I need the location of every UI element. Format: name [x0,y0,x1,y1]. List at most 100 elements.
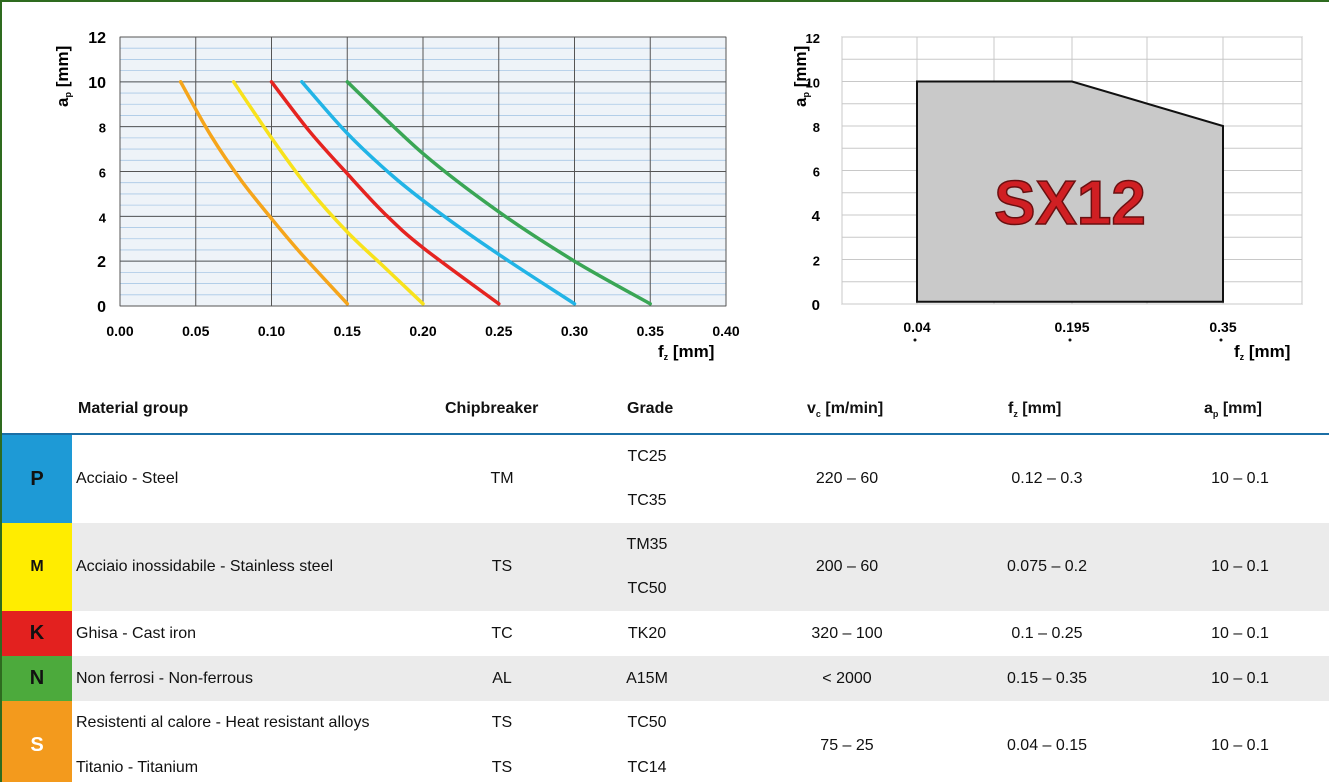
tick-dot [913,338,917,342]
x-tick-label: 0.35 [1209,319,1236,335]
y-tick-label: 6 [99,166,106,181]
y-tick-label: 12 [88,30,106,47]
table-row: S Resistenti al calore - Heat resistant a… [2,701,1329,782]
y-tick-label: 10 [806,76,820,91]
x-tick-label: 0.20 [409,323,436,339]
fz-value: 0.12 – 0.3 [1011,470,1083,487]
y-axis-label: ap [mm] [791,46,811,107]
y-tick-label: 12 [806,31,820,46]
chipbreaker-code: TS [491,758,513,776]
series-line [178,80,350,306]
y-tick-label: 8 [99,121,106,136]
material-name: Acciaio inossidabile - Stainless steel [76,558,334,575]
y-tick-label: 6 [813,165,820,180]
x-tick-label: 0.35 [637,323,664,339]
material-name: Titanio - Titanium [76,758,199,776]
x-tick-label: 0.15 [334,323,361,339]
y-tick-label: 10 [88,75,106,92]
series-line [269,80,501,306]
y-tick-label: 0 [97,299,106,316]
y-tick-label: 8 [813,120,820,135]
ap-value: 10 – 0.1 [1211,736,1269,754]
table-row: K Ghisa - Cast iron TC TK20 320 – 100 0.1 – 0… [2,611,1329,656]
grade-code: TC35 [627,492,667,509]
chipbreaker-code: TS [491,558,513,575]
x-tick-label: 0.00 [106,323,133,339]
vc-value: < 2000 [822,669,872,687]
ap-value: 10 – 0.1 [1211,558,1269,575]
x-axis-label: fz [mm] [658,342,714,362]
x-tick-label: 0.195 [1054,319,1089,335]
vc-value: 75 – 25 [820,736,874,754]
x-tick-label: 0.04 [903,319,930,335]
vc-value: 200 – 60 [815,558,879,575]
ap-value: 10 – 0.1 [1211,669,1269,687]
x-tick-label: 0.10 [258,323,285,339]
material-cell: Acciaio - Steel [76,435,476,523]
grade-code: TC50 [627,714,667,732]
header-fz: fz [mm] [1008,400,1062,419]
operating-range-area [916,80,1224,303]
table-row: N Non ferrosi - Non-ferrous AL A15M < 2000 0.… [2,656,1329,701]
x-tick-label: 0.05 [182,323,209,339]
series-line [300,80,577,306]
chipbreaker-cell: TC [422,611,582,656]
fz-value: 0.04 – 0.15 [1006,736,1088,754]
y-axis-label: ap [mm] [53,46,73,107]
grade-code: TC50 [627,580,667,597]
y-tick-label: 4 [812,208,821,225]
chipbreaker-cell: AL [422,656,582,701]
fz-value: 0.075 – 0.2 [1006,558,1088,575]
material-group-letter: P [2,435,72,523]
grade-code: TM35 [626,536,668,553]
grade-code: A15M [626,669,668,687]
grade-code: TC25 [627,448,667,465]
material-cell: Acciaio inossidabile - Stainless steel [76,523,476,611]
grade-code: TK20 [627,624,667,642]
tick-dot [1219,338,1223,342]
header-material: Material group [78,400,189,417]
x-tick-label: 0.25 [485,323,512,339]
material-name: Ghisa - Cast iron [76,624,197,642]
chipbreaker-code: TC [491,624,513,642]
chipbreaker-cell: TS [422,523,582,611]
material-name: Resistenti al calore - Heat resistant al… [76,714,370,732]
table-row: M Acciaio inossidabile - Stainless steel T… [2,523,1329,611]
material-cell: Ghisa - Cast iron [76,611,476,656]
series-line [231,80,425,306]
material-group-letter: S [2,701,72,782]
material-group-letter: M [2,523,72,611]
header-vc: vc [m/min] [807,400,884,419]
material-name: Acciaio - Steel [76,470,179,487]
chipbreaker-cell: TM [422,435,582,523]
chipbreaker-code: TS [491,714,513,732]
header-divider [2,433,1329,435]
ap-value: 10 – 0.1 [1211,470,1269,487]
tick-dot [1068,338,1072,342]
fz-value: 0.1 – 0.25 [1011,624,1083,642]
y-tick-label: 2 [813,254,820,269]
chipbreaker-code: AL [492,669,512,687]
vc-value: 220 – 60 [815,470,879,487]
material-cell: Non ferrosi - Non-ferrous [76,656,476,701]
header-chipbreaker: Chipbreaker [445,400,539,417]
y-tick-label: 2 [97,254,106,271]
y-tick-label: 0 [812,297,820,314]
grade-cell: TC25 TC35 [592,435,702,523]
grade-cell: TC50 TC14 [592,701,702,782]
sx12-label: SX12 [994,169,1146,238]
material-group-letter: K [2,611,72,656]
x-tick-label: 0.30 [561,323,588,339]
series-line [345,80,652,306]
table-header: Material group Chipbreaker Grade vc [m/min]… [2,385,1329,433]
grade-cell: A15M [592,656,702,701]
material-group-letter: N [2,656,72,701]
x-tick-label: 0.40 [712,323,739,339]
material-cell: Resistenti al calore - Heat resistant al… [76,701,476,782]
header-grade: Grade [627,400,674,417]
header-ap: ap [mm] [1204,400,1262,419]
table-row: P Acciaio - Steel TM TC25 TC35 220 – 60 0.12 –… [2,435,1329,523]
grade-cell: TK20 [592,611,702,656]
y-tick-label: 4 [99,210,107,225]
